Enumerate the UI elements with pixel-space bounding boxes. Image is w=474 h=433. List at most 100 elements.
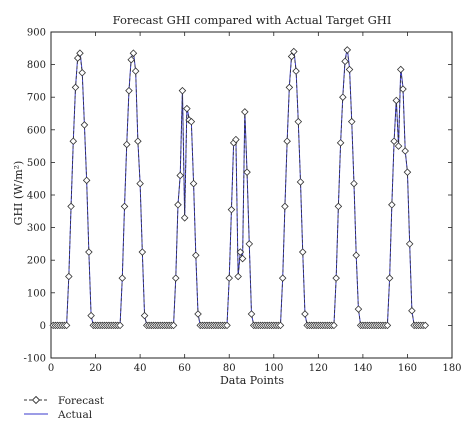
forecast-point <box>292 67 300 75</box>
forecast-point <box>67 202 75 211</box>
forecast-point <box>243 168 251 176</box>
y-tick-label: 900 <box>27 28 46 39</box>
forecast-point <box>334 202 343 211</box>
x-tick-label: 140 <box>353 363 372 374</box>
forecast-point <box>118 274 127 282</box>
y-tick-label: 100 <box>27 288 46 299</box>
x-tick-label: 20 <box>89 363 102 374</box>
series-actual-line <box>53 48 426 326</box>
forecast-point <box>78 68 86 77</box>
forecast-point <box>394 142 403 150</box>
forecast-point <box>171 274 180 282</box>
x-tick-label: 60 <box>178 363 191 374</box>
forecast-point <box>390 137 398 145</box>
forecast-point <box>343 46 352 54</box>
x-axis-ticks: 0 20 40 60 80 100 120 140 160 180 <box>48 32 462 374</box>
forecast-point <box>73 54 82 62</box>
forecast-point <box>76 49 84 57</box>
forecast-point <box>281 202 289 211</box>
y-tick-label: 500 <box>27 158 46 169</box>
forecast-point <box>285 83 294 92</box>
forecast-point <box>122 140 131 149</box>
forecast-point <box>174 201 182 209</box>
forecast-point <box>234 272 242 281</box>
forecast-point <box>347 117 356 126</box>
forecast-point <box>187 117 196 126</box>
forecast-point <box>399 85 407 93</box>
y-tick-label: 200 <box>27 256 46 267</box>
forecast-point <box>403 168 412 176</box>
x-axis-label: Data Points <box>220 374 284 387</box>
y-tick-label: 0 <box>40 321 46 332</box>
forecast-point <box>392 96 401 105</box>
forecast-point <box>134 137 142 145</box>
forecast-point <box>183 104 191 113</box>
forecast-point <box>421 321 430 330</box>
y-tick-label: 600 <box>27 125 46 136</box>
forecast-point <box>82 176 91 185</box>
forecast-point <box>383 321 392 330</box>
chart-title: Forecast GHI compared with Actual Target… <box>113 13 392 27</box>
forecast-point <box>125 86 133 95</box>
forecast-point <box>129 49 138 57</box>
forecast-point <box>330 321 338 330</box>
forecast-point <box>396 65 405 74</box>
y-axis-label: GHI (W/m²) <box>12 161 25 226</box>
forecast-point <box>80 121 89 129</box>
forecast-point <box>178 86 187 95</box>
forecast-point <box>194 310 202 318</box>
forecast-point <box>71 83 80 92</box>
forecast-point <box>176 171 184 180</box>
forecast-point <box>354 305 363 313</box>
forecast-point <box>283 137 291 145</box>
x-tick-label: 0 <box>48 363 54 374</box>
forecast-point <box>69 137 78 145</box>
forecast-point <box>278 274 287 282</box>
forecast-point <box>87 311 95 320</box>
series-forecast-line <box>53 49 426 326</box>
forecast-point <box>223 321 231 330</box>
forecast-point <box>116 321 124 330</box>
forecast-point <box>341 57 349 66</box>
series-layer <box>49 46 430 330</box>
forecast-point <box>85 248 93 256</box>
forecast-point <box>138 248 147 256</box>
forecast-point <box>350 179 358 188</box>
legend-actual-label: Actual <box>57 409 93 421</box>
y-tick-label: -100 <box>24 354 46 365</box>
y-axis-ticks: -100 0 100 200 300 400 500 600 700 800 900 <box>24 28 452 365</box>
forecast-point <box>401 147 409 155</box>
forecast-point <box>62 321 71 330</box>
forecast-point <box>227 205 236 214</box>
forecast-point <box>140 311 149 320</box>
forecast-point <box>189 179 198 188</box>
legend: Forecast Actual <box>24 395 105 421</box>
forecast-point <box>345 65 354 74</box>
y-tick-label: 300 <box>27 223 46 234</box>
forecast-point <box>298 248 307 256</box>
forecast-point <box>339 93 347 101</box>
forecast-point <box>232 135 240 144</box>
x-tick-label: 100 <box>264 363 283 374</box>
x-tick-label: 160 <box>398 363 417 374</box>
forecast-point <box>408 306 416 315</box>
forecast-point <box>238 254 247 263</box>
forecast-point <box>405 240 414 248</box>
x-tick-label: 80 <box>223 363 236 374</box>
forecast-point <box>388 201 396 209</box>
forecast-point <box>247 310 256 318</box>
y-tick-label: 400 <box>27 191 46 202</box>
forecast-point <box>65 272 73 281</box>
forecast-point <box>236 248 245 256</box>
forecast-point <box>294 117 303 126</box>
x-tick-label: 120 <box>309 363 328 374</box>
forecast-point <box>169 321 178 330</box>
forecast-point <box>225 274 233 282</box>
forecast-point <box>192 251 200 260</box>
forecast-point <box>352 251 360 260</box>
forecast-point <box>276 321 285 330</box>
forecast-point <box>332 274 340 282</box>
forecast-point <box>287 52 296 61</box>
forecast-point <box>127 55 135 64</box>
